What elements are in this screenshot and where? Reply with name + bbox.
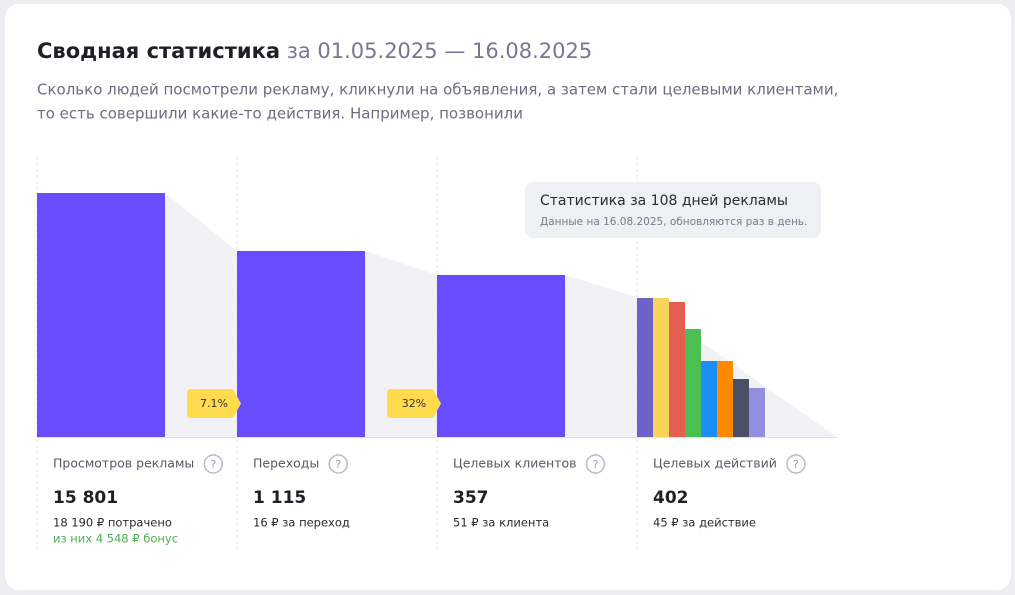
funnel-bar (37, 193, 165, 437)
columns: Просмотров рекламы ? 15 801 18 190 ₽ потрач… (53, 454, 806, 546)
badge-bg (387, 389, 441, 418)
funnel-bar (437, 275, 565, 437)
column-label: Просмотров рекламы (53, 456, 194, 471)
column-label: Переходы (253, 456, 319, 471)
column-detail: 45 ₽ за действие (653, 516, 756, 530)
column-detail: 16 ₽ за переход (253, 516, 350, 530)
tooltip-bg (525, 182, 821, 238)
funnel: 7.1% 32% (36, 157, 837, 553)
help-icon[interactable] (203, 454, 224, 474)
column-value: 402 (653, 488, 689, 508)
help-icon-glyph: ? (335, 458, 341, 471)
column-detail: 18 190 ₽ потрачено (53, 516, 172, 530)
conversion-badge: 7.1% (200, 397, 228, 410)
column-bonus: из них 4 548 ₽ бонус (53, 532, 178, 546)
title: Сводная статистика за 01.05.2025 — 16.08… (37, 39, 592, 63)
column-detail: 51 ₽ за клиента (453, 516, 549, 530)
description: то есть совершили какие-то действия. Нап… (37, 105, 523, 123)
tooltip-title: Статистика за 108 дней рекламы (540, 193, 788, 209)
help-icon[interactable] (328, 454, 349, 474)
funnel-bar (237, 251, 365, 437)
action-bars (637, 298, 765, 437)
help-icon-glyph: ? (210, 458, 216, 471)
tooltip: Статистика за 108 дней рекламы Данные на… (525, 182, 821, 238)
help-icon-glyph: ? (793, 458, 799, 471)
conversion-badge: 32% (402, 397, 426, 410)
badge-bg (187, 389, 241, 418)
column-label: Целевых действий (653, 456, 777, 471)
column-label: Целевых клиентов (453, 456, 577, 471)
help-icon[interactable] (585, 454, 606, 474)
description: Сколько людей посмотрели рекламу, кликну… (37, 81, 838, 99)
column-value: 357 (453, 488, 489, 508)
column-value: 1 115 (253, 488, 306, 508)
help-icon-glyph: ? (593, 458, 599, 471)
column-value: 15 801 (53, 488, 118, 508)
help-icon[interactable] (786, 454, 806, 474)
tooltip-note: Данные на 16.08.2025, обновляются раз в … (540, 216, 807, 228)
